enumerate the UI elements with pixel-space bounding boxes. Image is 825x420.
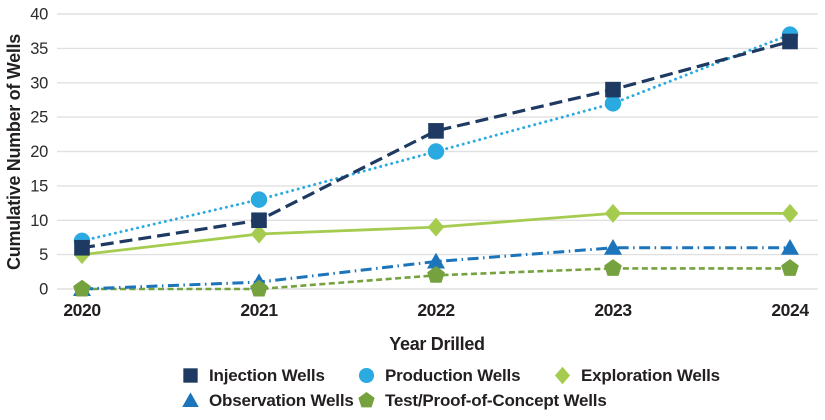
diamond-marker-icon: [781, 203, 799, 223]
circle-marker-icon: [358, 367, 375, 384]
legend-row: Injection Wells Production Wells Explorati…: [181, 363, 825, 388]
y-axis-tick-label: 35: [30, 40, 48, 58]
x-axis-tick-label: 2021: [240, 300, 278, 320]
y-axis-tick-label: 0: [39, 281, 48, 299]
y-axis-title: Cumulative Number of Wells: [4, 34, 24, 270]
pentagon-marker-icon: [358, 391, 375, 408]
series-markers: [73, 26, 799, 297]
legend-label: Production Wells: [385, 365, 521, 385]
series-lines: [80, 33, 792, 291]
circle-marker-icon: [604, 95, 622, 112]
legend-row: Observation Wells Test/Proof-of-Concept W…: [181, 388, 825, 413]
x-axis-tick-labels: 2020 2021 2022 2023 2024: [63, 300, 809, 320]
legend-label: Observation Wells: [209, 390, 354, 410]
square-marker-icon: [782, 33, 798, 50]
pentagon-marker-icon: [604, 259, 622, 276]
y-axis-tick-label: 40: [30, 6, 48, 24]
square-marker-icon: [183, 368, 198, 383]
legend-label: Test/Proof-of-Concept Wells: [385, 390, 607, 410]
x-axis-tick-label: 2023: [594, 300, 632, 320]
pentagon-marker-icon: [427, 265, 445, 283]
observation-wells-line: [81, 246, 790, 291]
pentagon-marker-icon: [781, 259, 799, 276]
triangle-marker-icon: [427, 252, 445, 269]
square-marker-icon: [251, 212, 267, 229]
y-axis-tick-label: 5: [39, 246, 48, 264]
triangle-marker-icon: [604, 238, 622, 255]
chart-legend: Injection Wells Production Wells Explorati…: [0, 363, 825, 413]
legend-item-observation-wells: Observation Wells: [181, 391, 357, 411]
circle-marker-icon: [427, 143, 445, 160]
diamond-marker-icon: [604, 203, 622, 223]
y-axis-tick-label: 10: [30, 212, 48, 230]
legend-item-injection-wells: Injection Wells: [181, 366, 357, 386]
x-axis-tick-label: 2020: [63, 300, 101, 320]
y-axis-tick-label: 30: [30, 74, 48, 92]
legend-label: Exploration Wells: [581, 365, 720, 385]
circle-marker-icon: [250, 191, 268, 208]
triangle-marker-icon: [182, 392, 199, 407]
legend-item-production-wells: Production Wells: [357, 366, 553, 386]
y-axis-tick-label: 25: [30, 109, 48, 127]
test-proof-of-concept-wells-markers: [73, 259, 799, 297]
square-marker-icon: [605, 81, 621, 98]
y-axis-tick-label: 15: [30, 177, 48, 195]
x-axis-title: Year Drilled: [389, 334, 484, 354]
injection-wells-markers: [74, 33, 798, 256]
x-axis-tick-label: 2022: [417, 300, 455, 320]
diamond-marker-icon: [427, 217, 445, 237]
legend-item-test-proof-of-concept-wells: Test/Proof-of-Concept Wells: [357, 391, 607, 411]
injection-wells-line: [81, 39, 791, 250]
legend-label: Injection Wells: [209, 365, 325, 385]
x-axis-tick-label: 2024: [771, 300, 809, 320]
triangle-marker-icon: [781, 238, 799, 255]
diamond-marker-icon: [554, 366, 571, 385]
square-marker-icon: [74, 239, 90, 256]
square-marker-icon: [428, 123, 444, 139]
y-axis-tick-label: 20: [30, 143, 48, 161]
diamond-marker-icon: [250, 224, 268, 244]
pentagon-marker-icon: [250, 279, 268, 297]
pentagon-marker-icon: [73, 279, 91, 297]
legend-item-exploration-wells: Exploration Wells: [553, 366, 825, 386]
y-axis-tick-labels: 0 5 10 15 20 25 30 35 40: [30, 6, 48, 299]
chart-plot-area: 0 5 10 15 20 25 30 35 40 2020 2021 2022 2023 2024 Cu…: [4, 6, 818, 354]
